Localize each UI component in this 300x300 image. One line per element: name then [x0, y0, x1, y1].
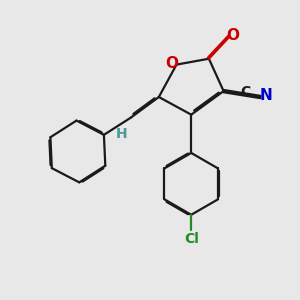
Text: O: O	[226, 28, 239, 43]
Text: N: N	[259, 88, 272, 103]
Text: Cl: Cl	[184, 232, 199, 246]
Text: C: C	[241, 85, 251, 99]
Text: H: H	[116, 127, 128, 141]
Text: O: O	[166, 56, 178, 70]
